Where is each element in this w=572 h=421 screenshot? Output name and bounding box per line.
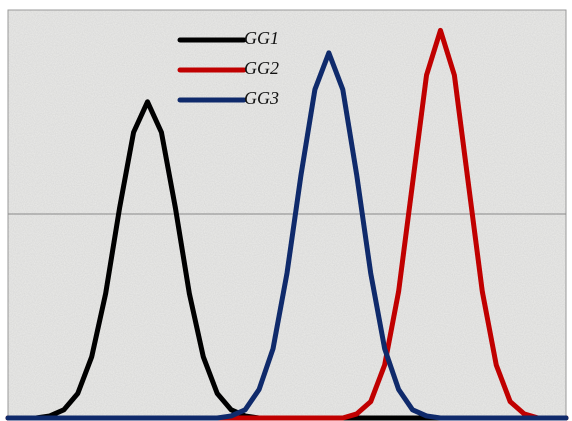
- legend-label: GG1: [244, 28, 279, 48]
- legend-label: GG2: [244, 58, 279, 78]
- series-line: [5, 50, 569, 421]
- legend-label: GG3: [244, 88, 279, 108]
